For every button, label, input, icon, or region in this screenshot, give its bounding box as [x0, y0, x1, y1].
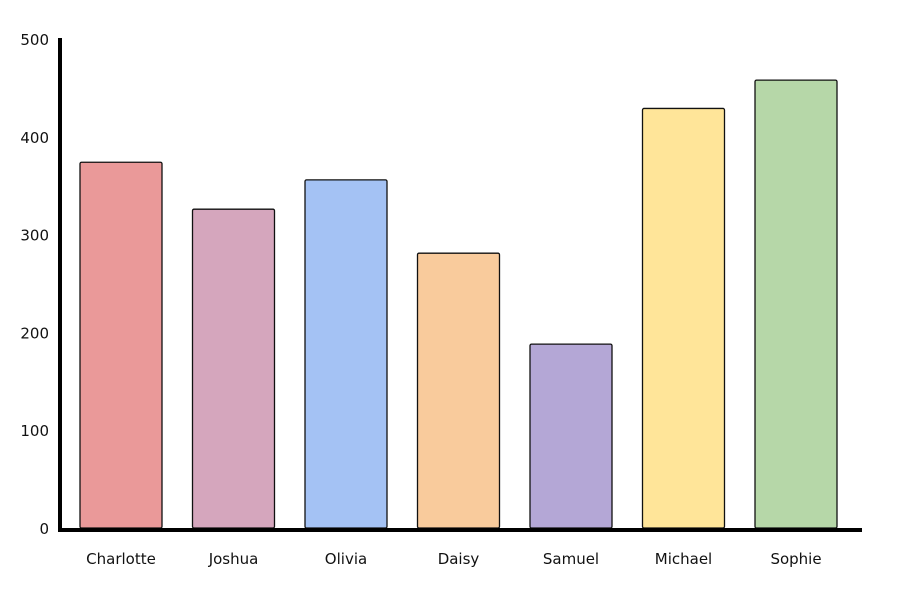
- x-category-label: Michael: [655, 550, 712, 568]
- x-category-label: Daisy: [438, 550, 480, 568]
- bar-charlotte: [79, 161, 163, 529]
- y-tick-label: 500: [20, 31, 49, 49]
- bar-daisy: [416, 252, 501, 529]
- y-tick-label: 400: [20, 129, 49, 147]
- y-tick-labels: 0 100 200 300 400 500: [20, 31, 49, 538]
- y-tick-label: 300: [20, 227, 49, 245]
- bar-joshua: [191, 208, 276, 529]
- y-tick-label: 0: [39, 520, 49, 538]
- bar-sophie: [754, 79, 838, 529]
- bars-group: [79, 79, 838, 529]
- x-category-labels: Charlotte Joshua Olivia Daisy Samuel Michael S…: [86, 550, 821, 568]
- x-category-label: Joshua: [208, 550, 259, 568]
- y-tick-label: 200: [20, 324, 49, 342]
- bar-olivia: [304, 179, 388, 529]
- x-category-label: Samuel: [543, 550, 599, 568]
- y-tick-label: 100: [20, 422, 49, 440]
- x-category-label: Olivia: [325, 550, 367, 568]
- x-category-label: Charlotte: [86, 550, 156, 568]
- bar-michael: [641, 107, 726, 529]
- x-category-label: Sophie: [770, 550, 821, 568]
- bar-samuel: [529, 343, 613, 529]
